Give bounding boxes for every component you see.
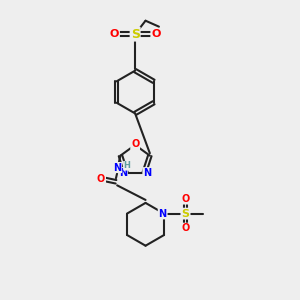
Text: S: S xyxy=(130,28,140,40)
Text: O: O xyxy=(97,174,105,184)
Text: N: N xyxy=(143,168,151,178)
Text: O: O xyxy=(110,29,119,39)
Text: O: O xyxy=(181,194,190,204)
Text: N: N xyxy=(119,168,127,178)
Text: S: S xyxy=(182,208,190,219)
Text: O: O xyxy=(131,140,139,149)
Text: O: O xyxy=(181,224,190,233)
Text: N: N xyxy=(113,163,122,172)
Text: H: H xyxy=(124,161,130,170)
Text: O: O xyxy=(151,29,160,39)
Text: N: N xyxy=(158,208,167,219)
